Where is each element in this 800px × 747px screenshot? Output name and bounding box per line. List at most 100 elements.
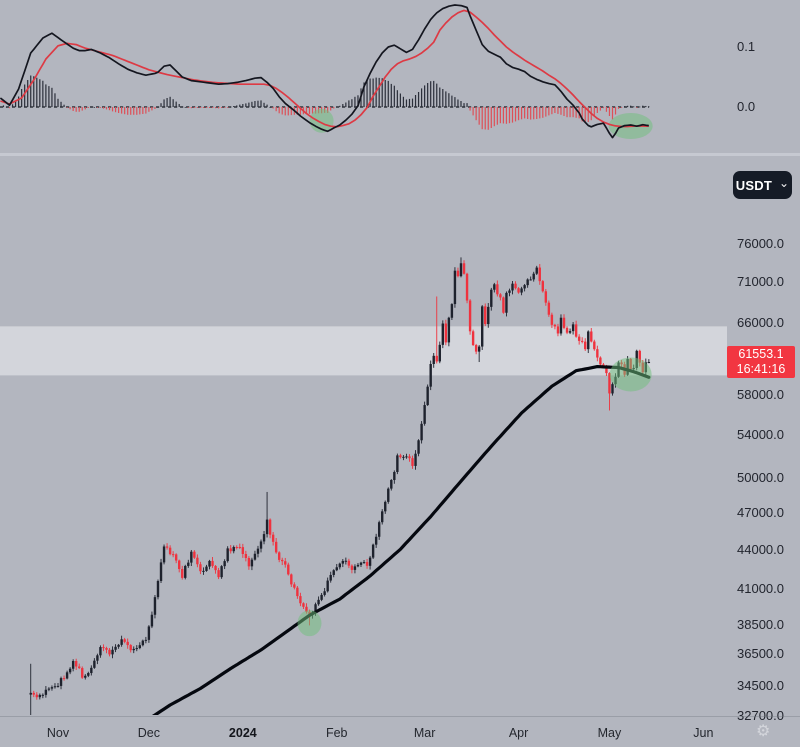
candle-body <box>468 300 472 332</box>
candle-body <box>74 661 78 667</box>
highlight-circle <box>609 357 652 392</box>
macd-histogram-bar <box>233 106 235 107</box>
macd-histogram-bar <box>502 107 505 124</box>
candle-body <box>87 673 90 676</box>
macd-histogram-bar <box>493 107 495 127</box>
macd-histogram-bar <box>439 87 441 107</box>
candle-body <box>162 546 166 563</box>
currency-dropdown-button[interactable]: USDT ⌄ <box>733 171 792 199</box>
macd-histogram-bar <box>584 107 586 122</box>
macd-histogram-bar <box>51 87 53 107</box>
candle-body <box>456 270 460 277</box>
candle-body <box>262 534 266 542</box>
moving-average-line <box>151 365 651 715</box>
macd-histogram-bar <box>175 101 177 107</box>
candle-body <box>265 519 269 535</box>
macd-histogram-bar <box>311 107 314 114</box>
macd-histogram-bar <box>169 96 171 107</box>
macd-histogram-bar <box>14 100 17 107</box>
macd-histogram-bar <box>299 107 301 115</box>
candle-body <box>405 456 408 458</box>
macd-histogram-bar <box>563 107 565 116</box>
candle-body <box>259 541 263 549</box>
macd-histogram-bar <box>151 107 153 111</box>
macd-histogram-bar <box>399 93 401 107</box>
macd-histogram-bar <box>533 107 535 120</box>
macd-pane <box>0 4 653 140</box>
macd-histogram-bar <box>260 100 262 107</box>
macd-histogram-bar <box>554 107 556 113</box>
macd-histogram-bar <box>142 107 144 114</box>
candle-body <box>105 648 108 650</box>
candle-body <box>568 331 572 333</box>
candle-body <box>220 566 223 578</box>
candle-body <box>505 292 508 313</box>
candle-body <box>305 606 308 612</box>
macd-histogram-bar <box>105 107 108 110</box>
candle-body <box>502 297 505 313</box>
gear-icon[interactable]: ⚙ <box>756 723 771 740</box>
macd-histogram-bar <box>448 93 450 107</box>
macd-histogram-bar <box>336 106 338 108</box>
candle-body <box>462 263 466 274</box>
candle-body <box>96 655 99 661</box>
macd-histogram-bar <box>605 107 608 112</box>
candle-body <box>553 324 557 327</box>
month-label: Dec <box>137 726 160 740</box>
candle-body <box>481 306 484 347</box>
macd-histogram-bar <box>424 85 426 107</box>
macd-histogram-bar <box>427 83 429 107</box>
macd-histogram-bar <box>214 107 217 109</box>
candle-body <box>535 267 538 274</box>
candle-body <box>526 279 529 286</box>
macd-histogram-bar <box>211 107 214 108</box>
candle-body <box>638 350 641 363</box>
macd-histogram-bar <box>393 85 395 107</box>
macd-histogram-bar <box>75 107 77 112</box>
macd-histogram-bar <box>354 96 356 107</box>
macd-histogram-bar <box>405 99 408 107</box>
candle-body <box>356 564 360 567</box>
candle-body <box>371 544 375 558</box>
candle-body <box>193 551 196 558</box>
macd-histogram-bar <box>551 107 553 115</box>
macd-histogram-bar <box>242 104 244 107</box>
candle-body <box>471 331 475 346</box>
candle-body <box>338 563 341 568</box>
candle-body <box>144 639 148 641</box>
macd-histogram-bar <box>639 106 641 108</box>
macd-histogram-bar <box>90 106 92 108</box>
macd-histogram-bar <box>33 76 35 107</box>
candle-body <box>596 349 599 358</box>
candle-body <box>135 648 138 650</box>
candle-body <box>108 649 111 655</box>
macd-histogram-bar <box>133 107 135 115</box>
candle-body <box>320 594 323 600</box>
candle-body <box>484 306 487 325</box>
candle-body <box>281 559 284 562</box>
macd-histogram-bar <box>490 107 492 128</box>
candle-body <box>235 547 238 549</box>
macd-histogram-bar <box>108 107 111 111</box>
candle-body <box>417 440 420 454</box>
candle-body <box>411 458 414 466</box>
macd-histogram-bar <box>11 104 14 107</box>
time-scale[interactable]: Nov Dec 2024 Feb Mar Apr May Jun <box>0 716 800 747</box>
candle-body <box>314 604 317 614</box>
candle-body <box>587 331 590 350</box>
macd-histogram-bar <box>445 91 447 107</box>
candle-body <box>450 304 454 318</box>
candle-body <box>32 692 35 695</box>
macd-histogram-bar <box>508 107 511 124</box>
macd-histogram-bar <box>645 105 647 107</box>
macd-histogram-bar <box>642 105 644 107</box>
macd-histogram-bar <box>42 80 44 107</box>
candle-body <box>102 647 105 649</box>
pane-divider[interactable] <box>0 153 800 156</box>
candle-body <box>187 562 190 566</box>
macd-histogram-bar <box>184 107 186 108</box>
candle-body <box>174 554 178 561</box>
macd-histogram-bar <box>196 107 198 108</box>
candle-body <box>284 561 287 565</box>
